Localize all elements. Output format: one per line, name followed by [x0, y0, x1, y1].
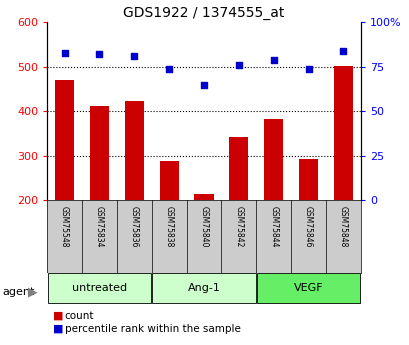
Bar [333, 66, 352, 200]
Text: VEGF: VEGF [293, 283, 323, 293]
Bar [90, 106, 109, 200]
Text: GSM75848: GSM75848 [338, 206, 347, 247]
Text: ▶: ▶ [28, 285, 37, 298]
Text: GSM75846: GSM75846 [303, 206, 312, 247]
Text: GSM75834: GSM75834 [95, 206, 103, 247]
Text: count: count [65, 311, 94, 321]
Point [166, 66, 172, 71]
Point [200, 82, 207, 87]
Point [339, 48, 346, 53]
Point [96, 52, 103, 57]
Bar [159, 161, 178, 200]
Text: GSM75840: GSM75840 [199, 206, 208, 247]
Text: GSM75844: GSM75844 [269, 206, 277, 247]
Point [270, 57, 276, 62]
Text: percentile rank within the sample: percentile rank within the sample [65, 324, 240, 334]
Point [131, 53, 137, 59]
Title: GDS1922 / 1374555_at: GDS1922 / 1374555_at [123, 6, 284, 20]
Bar [124, 101, 144, 200]
Point [61, 50, 68, 56]
Text: GSM75836: GSM75836 [130, 206, 138, 247]
Text: GSM75838: GSM75838 [164, 206, 173, 247]
Text: agent: agent [2, 287, 34, 296]
Point [305, 66, 311, 71]
Text: GSM75548: GSM75548 [60, 206, 69, 247]
Point [235, 62, 242, 68]
Bar [229, 137, 248, 200]
Bar [298, 159, 317, 200]
Bar [55, 80, 74, 200]
Bar [263, 119, 283, 200]
Bar [256, 273, 359, 303]
Text: ■: ■ [53, 311, 64, 321]
Text: GSM75842: GSM75842 [234, 206, 243, 247]
Text: Ang-1: Ang-1 [187, 283, 220, 293]
Text: ■: ■ [53, 324, 64, 334]
Bar [152, 273, 255, 303]
Text: untreated: untreated [72, 283, 127, 293]
Bar [48, 273, 151, 303]
Bar [194, 194, 213, 200]
